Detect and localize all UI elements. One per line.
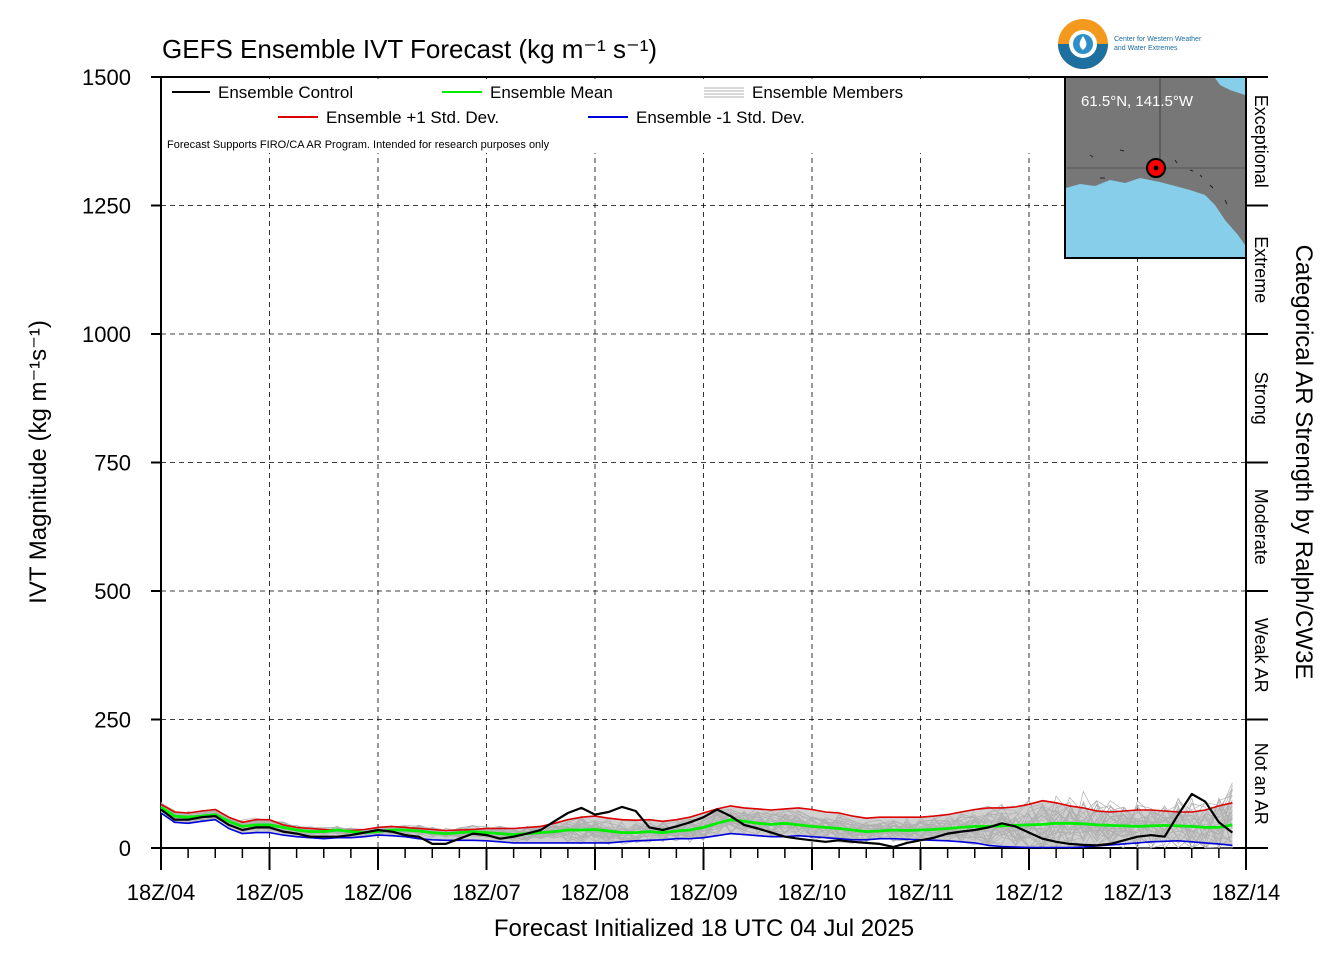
map-ocean <box>1066 178 1245 257</box>
x-tick-label: 18Z/07 <box>452 880 521 905</box>
ar-category-label: Exceptional <box>1251 95 1271 188</box>
y-axis-label: IVT Magnitude (kg m⁻¹s⁻¹) <box>25 320 52 604</box>
y2-axis-label: Categorical AR Strength by Ralph/CW3E <box>1290 245 1317 680</box>
map-arctic-water <box>1215 78 1245 95</box>
cw3e-logo: Center for Western Weather and Water Ext… <box>1058 19 1202 69</box>
ticks-layer: 0 250 500 750 1000 1250 1500 18Z/04 18Z/05 18Z/06… <box>82 65 1280 905</box>
legend-plus-std: Ensemble +1 Std. Dev. <box>326 108 499 127</box>
research-note: Forecast Supports FIRO/CA AR Program. In… <box>167 139 550 151</box>
x-tick-label: 18Z/06 <box>344 880 413 905</box>
x-tick-label: 18Z/05 <box>235 880 304 905</box>
x-tick-label: 18Z/12 <box>995 880 1064 905</box>
ar-category-label: Weak AR <box>1251 618 1271 693</box>
y-tick-label: 0 <box>119 836 131 861</box>
member-line <box>160 805 1233 848</box>
y-tick-label: 250 <box>94 708 131 733</box>
x-tick-label: 18Z/08 <box>561 880 630 905</box>
map-coastline-details <box>1089 149 1228 205</box>
logo-text-line2: and Water Extremes <box>1114 45 1178 52</box>
logo-text-line1: Center for Western Weather <box>1114 36 1202 43</box>
x-tick-label: 18Z/04 <box>127 880 196 905</box>
y-tick-label: 1250 <box>82 194 131 219</box>
y-tick-label: 1000 <box>82 322 131 347</box>
x-tick-label: 18Z/09 <box>669 880 738 905</box>
y-tick-label: 1500 <box>82 65 131 90</box>
x-axis-label: Forecast Initialized 18 UTC 04 Jul 2025 <box>494 915 914 942</box>
x-tick-label: 18Z/14 <box>1212 880 1281 905</box>
series-line-minus-std <box>160 812 1233 849</box>
map-location-label: 61.5°N, 141.5°W <box>1081 93 1194 110</box>
y-tick-label: 500 <box>94 579 131 604</box>
x-tick-label: 18Z/10 <box>778 880 847 905</box>
series-line-mean <box>160 805 1233 836</box>
legend-minus-std: Ensemble -1 Std. Dev. <box>636 108 805 127</box>
legend-swatch-members <box>704 87 744 98</box>
ar-category-label: Extreme <box>1251 236 1271 303</box>
x-tick-label: 18Z/11 <box>887 880 954 905</box>
member-line <box>160 802 1233 849</box>
ar-category-label: Moderate <box>1251 489 1271 565</box>
legend: Ensemble Control Ensemble Mean Ensemble … <box>163 79 1063 153</box>
series-layer <box>160 792 1234 849</box>
member-line <box>160 804 1233 844</box>
series-line-control <box>160 792 1234 849</box>
inset-map: 61.5°N, 141.5°W <box>1064 76 1247 259</box>
legend-mean: Ensemble Mean <box>490 83 613 102</box>
map-location-dot <box>1153 165 1159 171</box>
legend-control: Ensemble Control <box>218 83 353 102</box>
chart-title: GEFS Ensemble IVT Forecast (kg m⁻¹ s⁻¹) <box>162 34 657 64</box>
ar-category-label: Strong <box>1251 372 1271 425</box>
grid-layer <box>161 77 1246 848</box>
y-tick-label: 750 <box>94 451 131 476</box>
legend-members: Ensemble Members <box>752 83 903 102</box>
ar-category-label: Not an AR <box>1251 743 1271 825</box>
x-tick-label: 18Z/13 <box>1103 880 1172 905</box>
